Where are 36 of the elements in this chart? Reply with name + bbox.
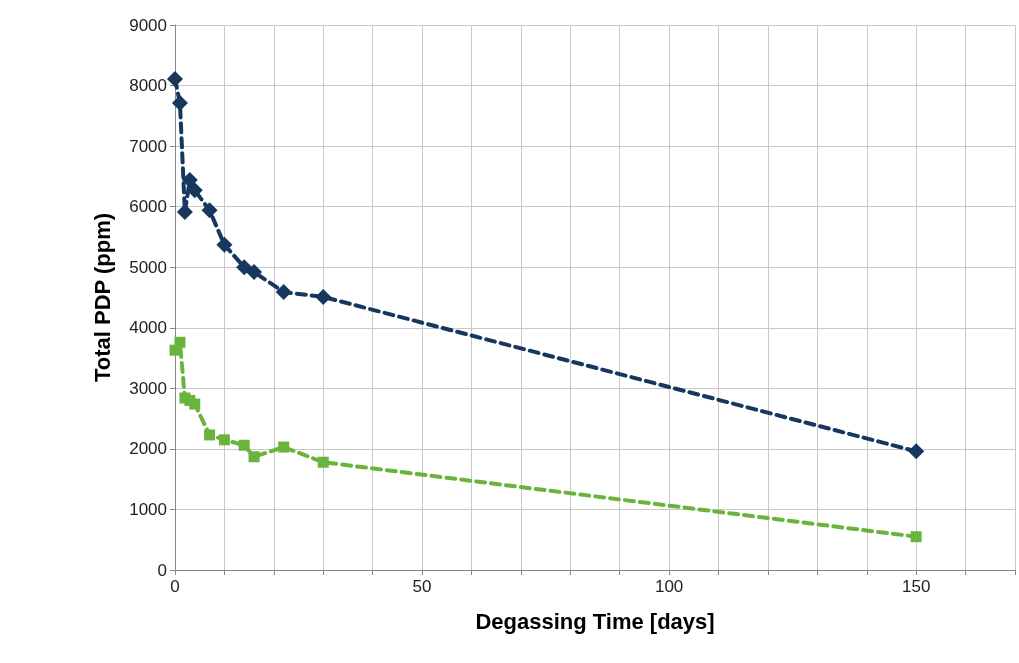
y-tick-label: 8000 [129,76,167,96]
point [275,284,292,301]
point [201,202,218,219]
y-tick-label: 2000 [129,439,167,459]
x-tick-label: 100 [654,577,684,596]
y-tick-label: 1000 [129,499,167,519]
y-tick-label: 5000 [129,257,167,277]
y-tick-label: 6000 [129,197,167,217]
y-tick-label: 9000 [129,15,167,35]
x-tick-label: 150 [901,577,931,596]
point [315,288,332,305]
point [238,439,250,451]
point [181,172,198,189]
point [174,336,186,348]
x-tick-label: 0 [170,577,180,596]
point [216,236,233,253]
point [910,531,922,543]
point [908,443,925,460]
point [176,204,193,221]
point [278,441,290,453]
y-axis-title: Total PDP (ppm) [89,212,115,383]
point [189,398,201,410]
x-tick-label: 50 [412,577,432,596]
point [236,259,253,276]
y-tick-label: 3000 [129,378,167,398]
y-tick-label: 4000 [129,318,167,338]
x-axis-title: Degassing Time [days] [475,608,715,634]
point [204,429,216,441]
point [167,70,183,87]
point [248,451,260,463]
point [218,434,230,446]
point [317,456,329,468]
point [246,264,263,281]
point [171,95,188,112]
y-tick-label: 0 [157,560,167,580]
y-tick-label: 7000 [129,136,167,156]
